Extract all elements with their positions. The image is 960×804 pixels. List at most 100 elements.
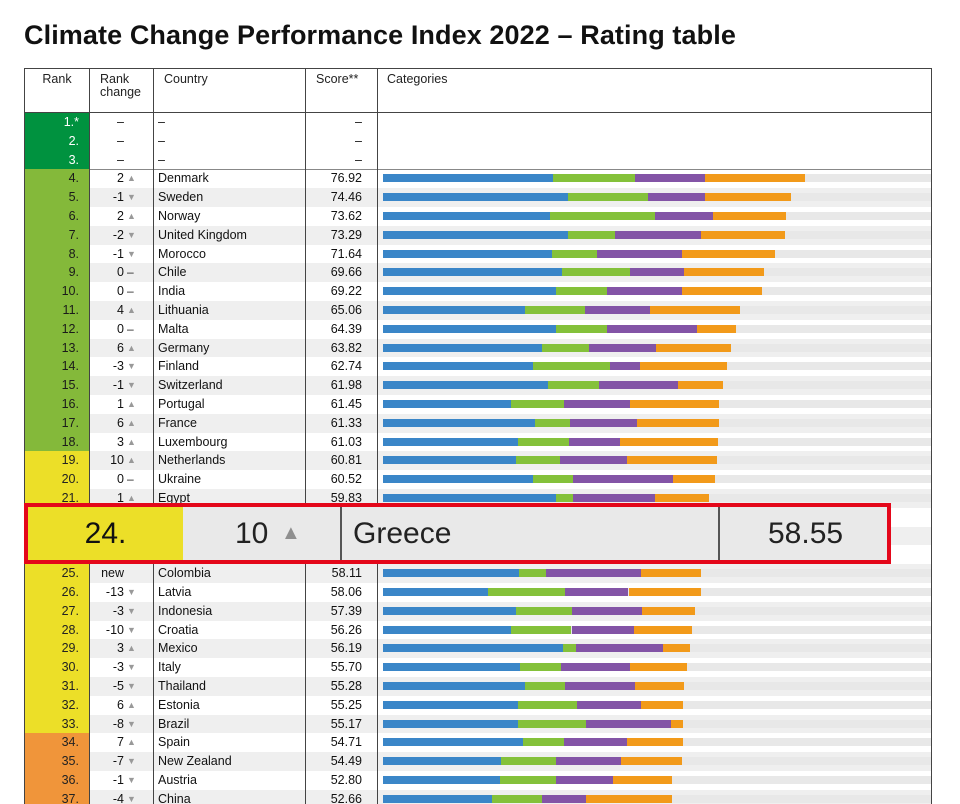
column-divider	[153, 69, 154, 804]
score-cell: 71.64	[330, 246, 362, 261]
rank-change-cell: -4 ▼	[89, 790, 153, 804]
bar-segment-energy-use	[576, 700, 641, 709]
bar-segment-climate-policy	[682, 249, 776, 258]
bar-segment-ghg	[383, 757, 501, 766]
table-row: 2. – – –	[25, 131, 931, 151]
table-row: 14. -3 ▼ Finland 62.74	[25, 357, 931, 377]
column-divider	[89, 69, 90, 804]
score-cell: 73.29	[330, 227, 362, 242]
category-bar	[383, 644, 931, 653]
rank-change-value: 3	[117, 434, 124, 449]
bar-segment-renewables	[548, 381, 600, 390]
bar-segment-ghg	[383, 663, 520, 672]
rank-value: 30.	[61, 660, 79, 675]
rank-change-cell: new	[89, 564, 153, 583]
bar-segment-energy-use	[563, 400, 630, 408]
rank-cell: 29.	[25, 639, 89, 659]
rank-cell: 34.	[25, 733, 89, 753]
bar-segment-renewables	[499, 776, 556, 784]
bar-segment-energy-use	[561, 663, 631, 672]
bar-segment-ghg	[383, 362, 534, 371]
rank-change-value: 0	[117, 321, 124, 336]
rank-cell: 15.	[25, 376, 89, 395]
bar-segment-energy-use	[568, 437, 620, 446]
bar-segment-renewables	[556, 494, 574, 502]
rank-value: 1.*	[63, 115, 79, 129]
rank-value: 28.	[61, 622, 79, 637]
arrow-down-icon: ▼	[127, 681, 136, 691]
bar-segment-renewables	[522, 738, 564, 747]
bar-segment-energy-use	[560, 456, 627, 465]
rank-change-value: new	[101, 566, 124, 581]
rank-change-value: -8	[112, 716, 124, 731]
bar-segment-renewables	[517, 719, 586, 728]
bar-segment-ghg	[383, 456, 517, 465]
bar-segment-ghg	[383, 343, 542, 352]
rank-change-cell: -3 ▼	[89, 602, 153, 621]
row-background	[25, 150, 931, 170]
country-cell: Portugal	[158, 397, 205, 411]
arrow-up-icon: ▲	[127, 173, 136, 184]
rank-change-cell: -3 ▼	[89, 658, 153, 677]
rank-change-value: -3	[112, 603, 124, 618]
score-cell: 56.19	[330, 641, 362, 656]
rank-value: 10.	[61, 284, 79, 299]
arrow-down-icon: ▼	[127, 361, 136, 372]
bar-segment-climate-policy	[612, 776, 673, 784]
country-cell: Indonesia	[158, 603, 213, 618]
score-cell: 52.80	[330, 773, 362, 787]
category-bar	[383, 230, 931, 239]
bar-segment-renewables	[492, 794, 543, 803]
country-cell: Lithuania	[158, 303, 209, 317]
rank-value: 20.	[61, 472, 79, 487]
header-rank-change: Rank change	[100, 69, 156, 112]
category-bar	[383, 212, 931, 220]
category-bar	[383, 456, 931, 465]
arrow-down-icon: ▼	[127, 775, 136, 785]
bar-segment-ghg	[383, 249, 552, 258]
table-row: 15. -1 ▼ Switzerland 61.98	[25, 376, 931, 395]
score-cell: 59.83	[330, 491, 362, 505]
bar-segment-energy-use	[599, 381, 678, 390]
country-cell: Chile	[158, 265, 187, 280]
score-cell: 69.22	[330, 284, 362, 299]
country-cell: Sweden	[158, 190, 204, 205]
country-cell: Mexico	[158, 641, 198, 656]
table-row: 26. -13 ▼ Latvia 58.06	[25, 583, 931, 602]
bar-segment-climate-policy	[641, 606, 695, 615]
bar-segment-ghg	[383, 569, 519, 578]
rank-value: 2.	[68, 133, 79, 148]
bar-segment-energy-use	[545, 569, 641, 578]
bar-segment-renewables	[517, 700, 577, 709]
bar-segment-climate-policy	[619, 437, 718, 446]
bar-segment-ghg	[383, 494, 557, 502]
group-divider	[25, 169, 931, 171]
bar-segment-energy-use	[564, 588, 629, 596]
rank-change-value: 6	[117, 415, 124, 430]
table-row: 17. 6 ▲ France 61.33	[25, 413, 931, 433]
score-cell: 74.46	[330, 190, 362, 205]
rank-change-cell: 10▲	[89, 451, 153, 470]
rank-value: 9.	[68, 265, 79, 280]
dash-icon: –	[127, 472, 134, 487]
bar-segment-renewables	[550, 212, 656, 220]
rank-value: 29.	[61, 641, 79, 656]
bar-segment-ghg	[383, 193, 568, 202]
bar-segment-ghg	[383, 212, 551, 220]
bar-segment-renewables	[568, 230, 616, 239]
bar-segment-ghg	[383, 437, 518, 446]
arrow-up-icon: ▲	[127, 643, 136, 654]
bar-segment-climate-policy	[630, 663, 688, 672]
rank-value: 5.	[68, 190, 79, 205]
country-cell: Netherlands	[158, 453, 226, 468]
table-row: 28. -10 ▼ Croatia 56.26	[25, 620, 931, 640]
rank-cell: 37.	[25, 789, 89, 804]
rank-cell: 13.	[25, 338, 89, 358]
table-row: 9. 0– Chile 69.66	[25, 263, 931, 283]
category-bar	[383, 606, 931, 615]
bar-segment-ghg	[383, 324, 557, 333]
rank-cell: 27.	[25, 601, 89, 621]
score-cell: –	[355, 133, 362, 148]
table-row: 30. -3 ▼ Italy 55.70	[25, 658, 931, 677]
rank-cell: 8.	[25, 244, 89, 264]
